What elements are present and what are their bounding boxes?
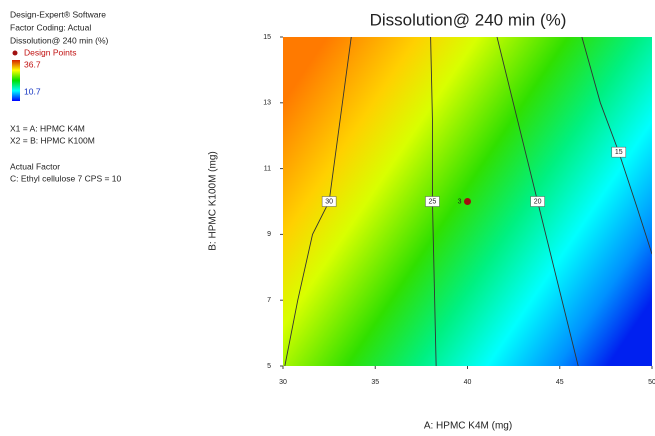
- y-tick-label: 11: [264, 165, 271, 172]
- contour-label-box: [530, 196, 545, 207]
- y-tick-label: 9: [267, 231, 271, 238]
- factor: X1 = A: HPMC K4M: [10, 123, 85, 133]
- info-line: Factor Coding: Actual: [10, 22, 91, 32]
- y-tick-label: 7: [267, 297, 271, 304]
- x-tick-label: 45: [556, 379, 564, 386]
- x-tick-label: 30: [279, 379, 287, 386]
- x-tick-label: 50: [648, 379, 655, 386]
- info-line: Dissolution@ 240 min (%): [10, 35, 109, 45]
- color-bar: [12, 60, 20, 101]
- contour-label-box: [321, 196, 337, 207]
- factor: X2 = B: HPMC K100M: [10, 135, 95, 145]
- color-min: 10.7: [24, 86, 41, 96]
- info-line: Design-Expert® Software: [10, 9, 106, 19]
- y-axis-label: B: HPMC K100M (mg): [208, 151, 219, 250]
- contour-label-box: [425, 196, 440, 207]
- actual-factor-title: Actual Factor: [10, 161, 60, 171]
- x-axis-label: A: HPMC K4M (mg): [424, 421, 512, 432]
- y-tick-label: 5: [267, 363, 271, 370]
- design-point-count: 3: [458, 198, 462, 205]
- contour-label: 20: [534, 198, 542, 205]
- contour-label-box: [611, 146, 627, 158]
- y-tick-label: 13: [263, 100, 271, 107]
- contour-label: 15: [615, 149, 623, 156]
- actual-factor: C: Ethyl cellulose 7 CPS = 10: [10, 173, 122, 183]
- contour-label: 25: [429, 198, 437, 205]
- chart-title: Dissolution@ 240 min (%): [370, 10, 567, 29]
- contour-line: [284, 37, 352, 366]
- legend-marker: [12, 50, 18, 56]
- color-max: 36.7: [24, 59, 41, 69]
- x-tick-label: 40: [464, 379, 472, 386]
- design-point: [464, 198, 471, 205]
- legend-label: Design Points: [24, 47, 76, 57]
- x-tick-label: 35: [371, 379, 379, 386]
- contour-label: 30: [325, 198, 333, 205]
- y-tick-label: 15: [263, 34, 271, 41]
